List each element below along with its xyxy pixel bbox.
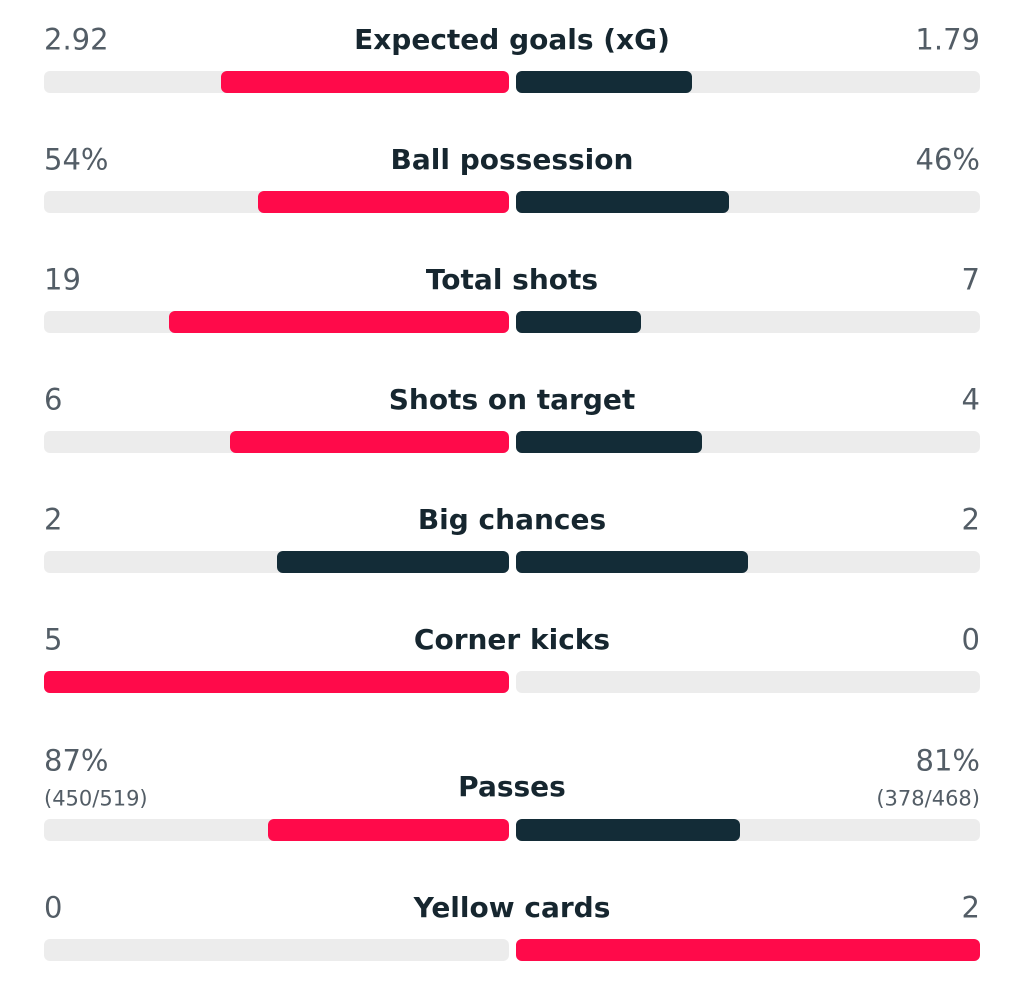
stat-label: Expected goals (xG) [354,23,670,56]
home-value: 5 [44,622,63,657]
away-value: 81% [915,743,980,778]
home-bar [44,671,509,693]
home-bar [268,819,509,841]
away-bar [516,71,693,93]
home-bar [257,191,509,213]
away-value: 1.79 [915,22,980,57]
home-detail: (450/519) [44,786,148,811]
away-value: 46% [915,142,980,177]
away-value: 7 [961,262,980,297]
away-value: 2 [961,890,980,925]
away-bar [516,431,702,453]
home-value: 54% [44,142,109,177]
away-bar [516,551,748,573]
home-value: 2.92 [44,22,109,57]
home-value: 19 [44,262,81,297]
stat-label: Yellow cards [413,891,611,924]
stat-label: Big chances [417,503,607,536]
stat-label: Total shots [425,263,599,296]
away-bar [516,819,740,841]
home-value: 2 [44,502,63,537]
away-value: 4 [961,382,980,417]
stat-label: Ball possession [390,143,634,176]
stat-label: Shots on target [388,383,636,416]
home-bar [276,551,509,573]
away-detail: (378/468) [876,786,980,811]
home-bar [169,311,509,333]
away-bar [516,939,980,961]
home-bar [220,71,509,93]
home-value: 87% [44,743,109,778]
away-track [516,671,980,693]
stat-label: Corner kicks [413,623,611,656]
away-value: 2 [961,502,980,537]
home-bar [230,431,509,453]
away-bar [516,191,730,213]
away-value: 0 [961,622,980,657]
away-bar [516,311,641,333]
home-track [44,939,509,961]
home-value: 6 [44,382,63,417]
stat-label: Passes [458,770,566,803]
home-value: 0 [44,890,63,925]
